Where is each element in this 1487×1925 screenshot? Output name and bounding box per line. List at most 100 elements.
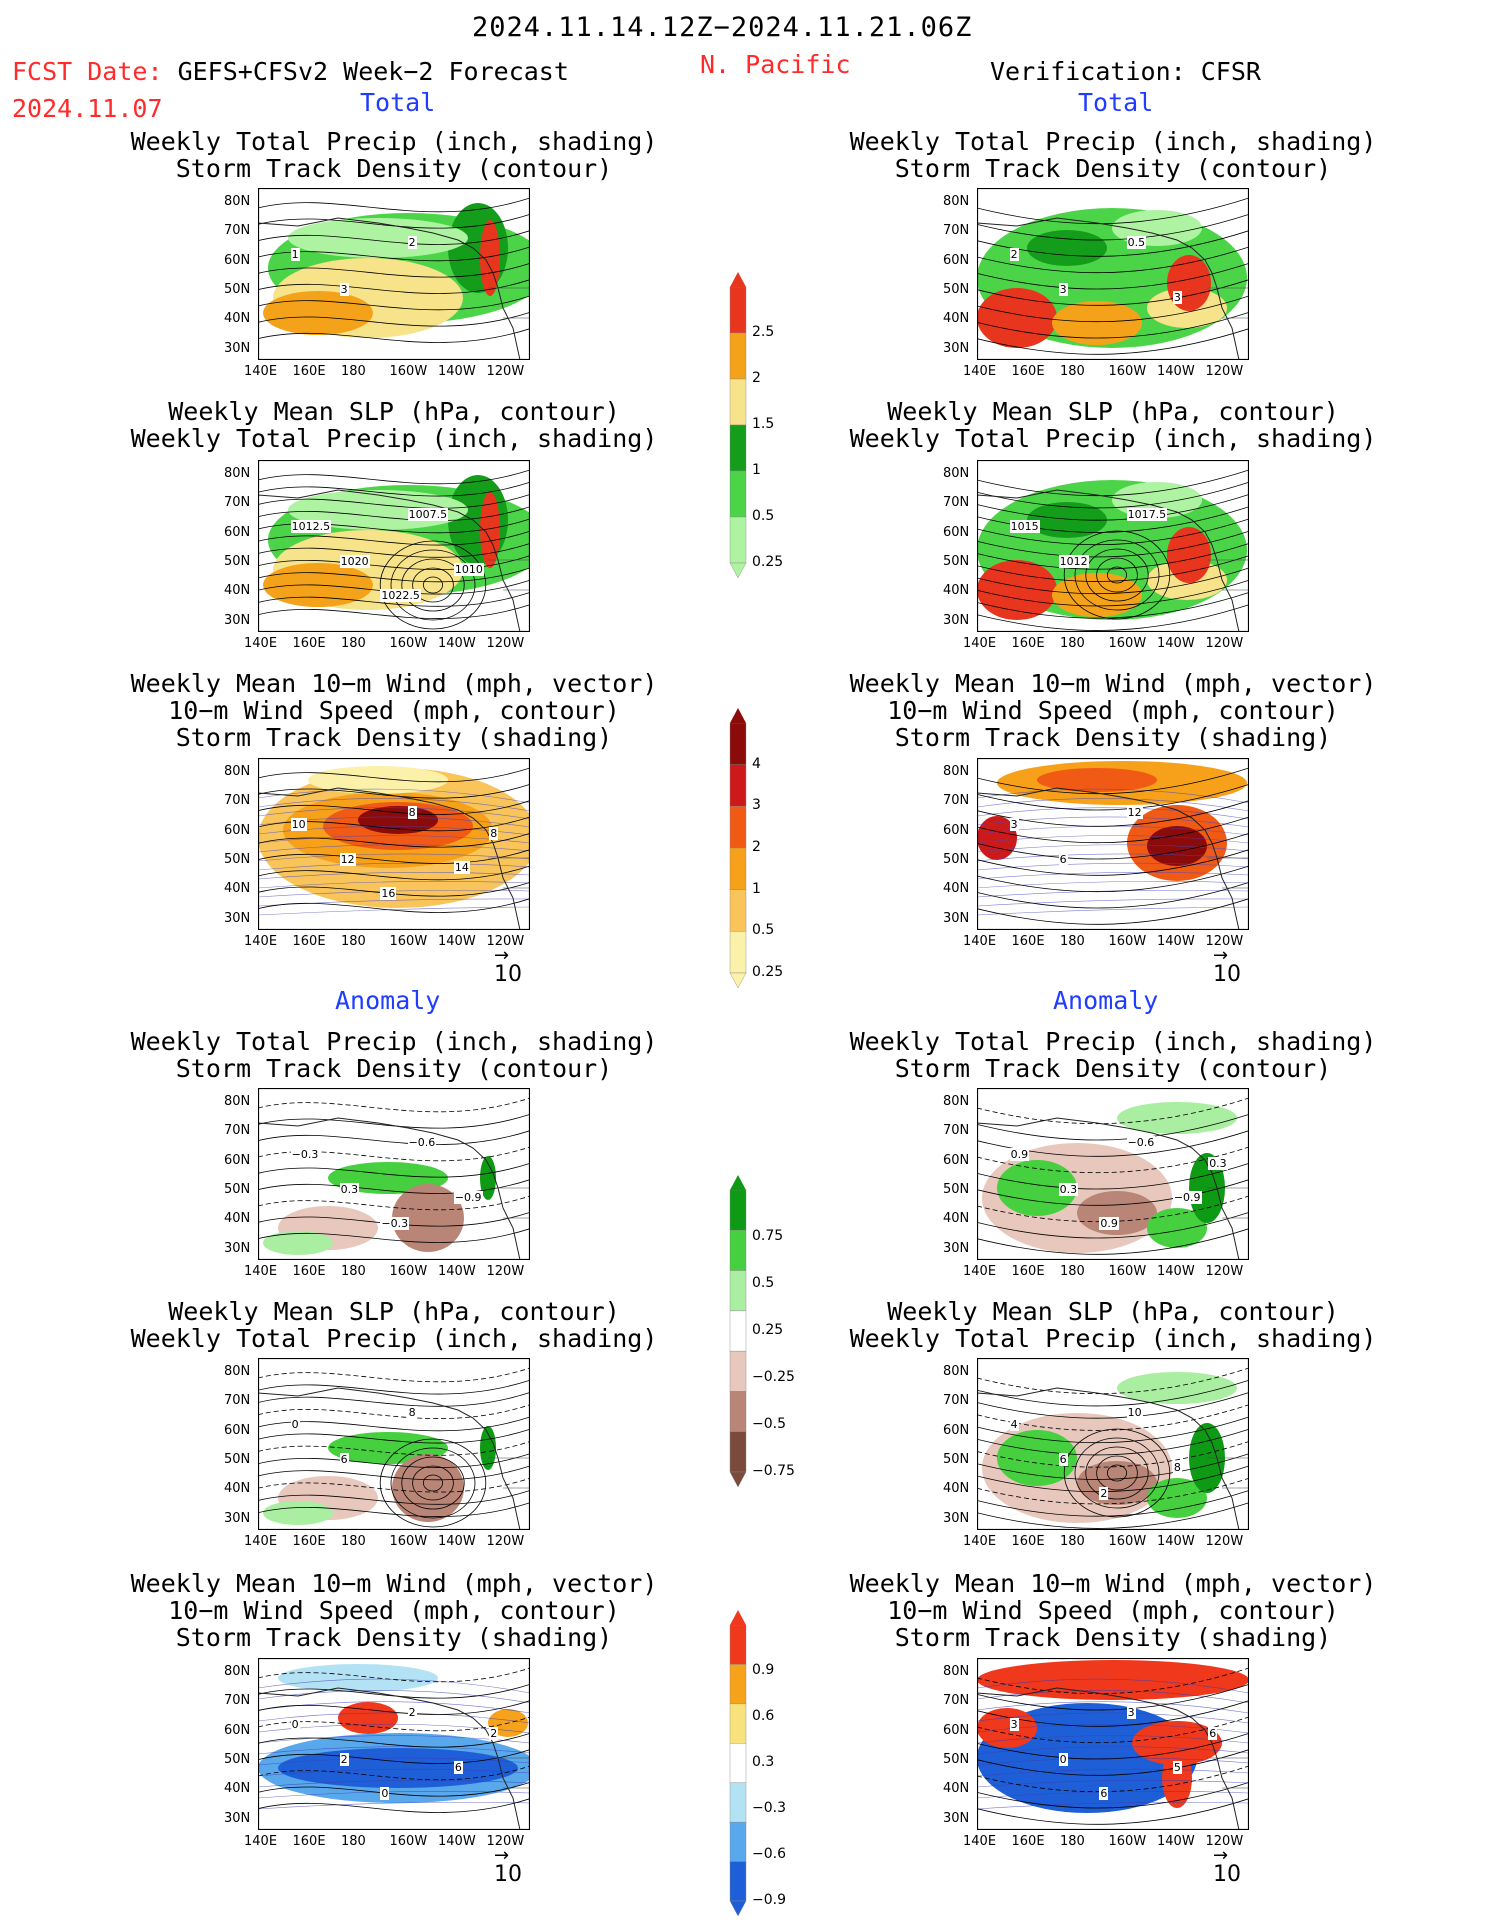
precip-anomaly-area: [1147, 1208, 1207, 1248]
longitude-label: 160E: [292, 364, 326, 379]
fcst-wind-anom-map: [258, 1658, 530, 1830]
colorbar-tick-label: −0.75: [752, 1463, 795, 1479]
colorbar-tick-label: −0.5: [752, 1416, 786, 1432]
colorbar-segment: [729, 286, 747, 334]
latitude-label: 70N: [224, 793, 251, 809]
contour-line: [258, 849, 530, 864]
panel-title-line: Storm Track Density (contour): [894, 1054, 1332, 1083]
contour-line: [977, 1179, 1249, 1206]
latitude-label: 80N: [224, 764, 251, 779]
contour-line: [977, 1428, 1249, 1456]
longitude-label: 140W: [438, 934, 476, 949]
coastline: [977, 1387, 1128, 1399]
coastline: [258, 1117, 409, 1129]
longitude-label: 140W: [438, 636, 476, 651]
panel-title-line: Weekly Total Precip (inch, shading): [849, 1027, 1377, 1056]
latitude-label: 70N: [943, 223, 970, 239]
contour-line: [258, 213, 530, 229]
panel-title-line: Storm Track Density (contour): [175, 154, 613, 183]
panel-title-line: Weekly Mean 10−m Wind (mph, vector): [849, 669, 1377, 698]
contour-line: [258, 767, 530, 783]
latitude-label: 40N: [224, 1211, 251, 1227]
latitude-label: 50N: [943, 1451, 970, 1467]
latitude-label: 80N: [943, 1664, 970, 1679]
wind-vector-streak: [977, 1757, 1249, 1766]
contour-line: [258, 592, 530, 607]
contour-value-label: 1015: [1009, 520, 1040, 534]
panel-title-line: Weekly Total Precip (inch, shading): [130, 127, 658, 156]
contour-line: [258, 246, 530, 262]
state-border: [488, 1757, 530, 1789]
contour-line: [258, 1195, 530, 1211]
contour-line: [258, 898, 530, 913]
latitude-label: 30N: [943, 1810, 970, 1826]
latitude-label: 50N: [224, 281, 251, 297]
latitude-label: 40N: [943, 583, 970, 599]
contour-value-label: −0.3: [380, 1217, 410, 1230]
colorbar-segment: [729, 1310, 747, 1352]
panel-title-line: Weekly Mean SLP (hPa, contour): [887, 1297, 1339, 1326]
contour-line: [977, 1392, 1249, 1419]
wind-vector-streak: [258, 1712, 530, 1724]
contour-line: [977, 881, 1249, 909]
latitude-label: 30N: [224, 910, 251, 926]
contour-value-label: −0.9: [1172, 1191, 1202, 1205]
longitude-label: 140W: [1157, 364, 1195, 379]
map-frame: [258, 1088, 530, 1260]
longitude-label: 160W: [389, 1834, 428, 1849]
longitude-label: 140E: [244, 364, 278, 379]
colorbar-bottom-arrow: [729, 562, 747, 579]
arrow-icon: →: [494, 1845, 510, 1866]
longitude-label: 180: [1060, 1264, 1085, 1279]
panel-title-line: Weekly Total Precip (inch, shading): [130, 424, 658, 453]
state-border: [1207, 287, 1249, 319]
colorbar-segment: [729, 722, 747, 765]
colorbar-segment: [729, 1664, 747, 1705]
colorbar-bottom-arrow: [729, 972, 747, 989]
state-border: [1207, 1757, 1249, 1789]
longitude-label: 160E: [1011, 364, 1045, 379]
contour-line: [258, 1097, 530, 1113]
panel-title: Weekly Total Precip (inch, shading) Storm…: [84, 1028, 704, 1082]
contour-line: [258, 1416, 530, 1432]
longitude-label: 120W: [486, 1534, 525, 1549]
longitude-label: 120W: [486, 1834, 525, 1849]
precip-anomaly-area: [392, 1184, 464, 1252]
contour-line: [977, 1667, 1249, 1695]
colorbar-segment: [729, 1350, 747, 1392]
storm-density-area: [1037, 768, 1157, 792]
wind-vector-streak: [977, 1690, 1249, 1704]
coastline: [258, 1387, 409, 1399]
contour-line: [258, 1428, 530, 1444]
latitude-label: 30N: [224, 340, 251, 356]
map-frame: [258, 1658, 530, 1830]
longitude-label: 160E: [1011, 636, 1045, 651]
contour-value-label: −0.3: [290, 1148, 320, 1162]
latitude-label: 60N: [943, 1422, 970, 1438]
contour-line: [258, 530, 530, 546]
contour-value-label: 6: [339, 1452, 349, 1466]
precip-anomaly-area: [1077, 1191, 1157, 1235]
fcst-anomaly-label: Anomaly: [335, 986, 441, 1015]
colorbar-segment: [729, 1431, 747, 1473]
longitude-label: 160E: [1011, 934, 1045, 949]
latitude-label: 40N: [943, 311, 970, 327]
wind-vector-streak: [258, 807, 530, 820]
precip-anomaly-area: [1077, 1461, 1157, 1505]
longitude-label: 160E: [292, 636, 326, 651]
contour-line: [977, 518, 1249, 546]
colorbar-segment: [729, 1782, 747, 1823]
wind-vector-streak: [258, 1791, 530, 1799]
contour-line: [258, 1683, 530, 1699]
precip-area: [1027, 502, 1107, 538]
wind-vector-streak: [258, 881, 530, 889]
longitude-label: 160W: [1108, 1264, 1147, 1279]
latitude-label: 80N: [943, 466, 970, 481]
panel-title-line: Weekly Mean SLP (hPa, contour): [168, 1297, 620, 1326]
contour-line: [258, 197, 530, 213]
contour-line: [977, 865, 1249, 893]
latitude-label: 30N: [224, 1510, 251, 1526]
state-border: [488, 1457, 530, 1489]
map-frame: [258, 758, 530, 930]
contour-value-label: 2: [339, 1752, 349, 1766]
